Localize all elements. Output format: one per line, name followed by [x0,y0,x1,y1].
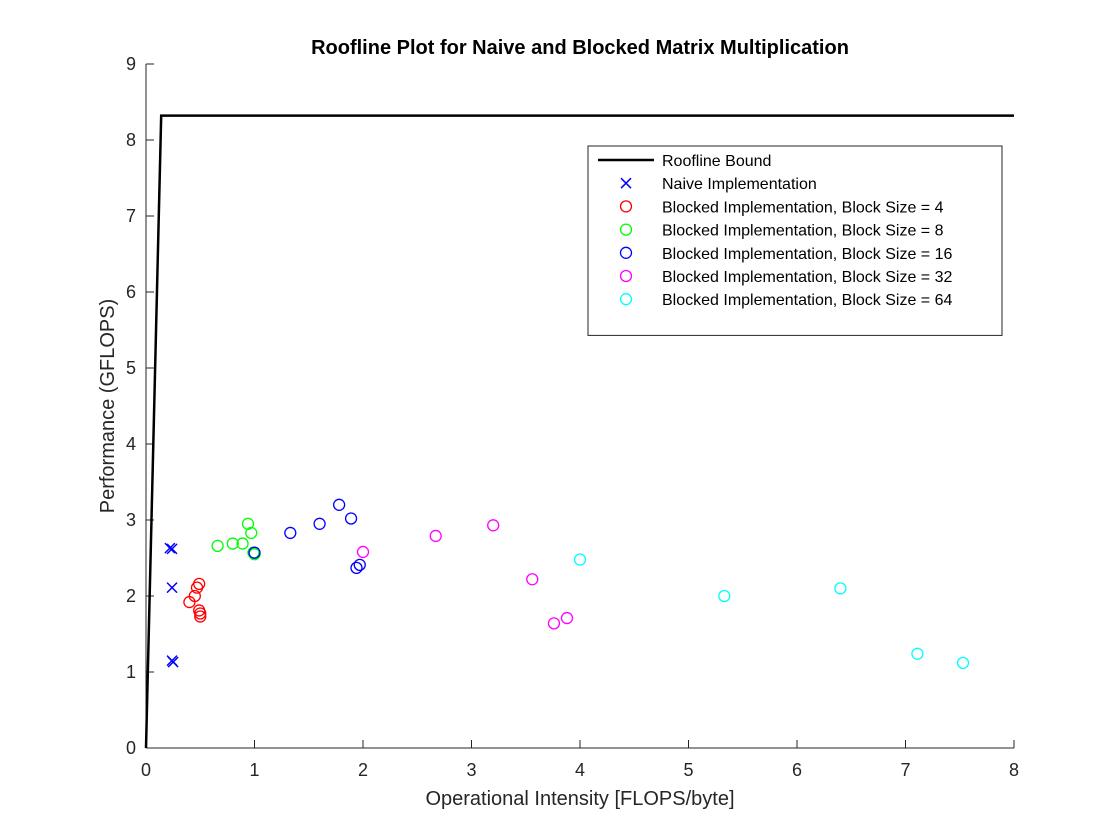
y-tick-label: 5 [126,358,136,378]
series-group [356,519,574,630]
data-point [353,558,366,571]
y-tick-label: 6 [126,282,136,302]
legend-label: Blocked Implementation, Block Size = 4 [662,199,944,216]
data-point [194,607,207,620]
data-point [248,546,261,559]
data-point [236,537,249,550]
data-point [194,610,207,623]
legend-marker [619,246,633,259]
legend-label: Blocked Implementation, Block Size = 64 [662,292,952,309]
chart-title: Roofline Plot for Naive and Blocked Matr… [311,37,849,59]
x-tick-label: 8 [1009,760,1019,780]
x-tick-label: 0 [141,760,151,780]
data-point [313,517,326,530]
data-point [834,582,847,595]
data-point [226,537,239,550]
legend-label: Blocked Implementation, Block Size = 8 [662,223,944,240]
y-tick-label: 9 [126,54,136,74]
x-tick-label: 4 [575,760,585,780]
legend-marker [619,293,633,306]
series-group [573,553,970,670]
data-point [911,647,924,660]
legend-label: Roofline Bound [662,153,771,170]
x-tick-label: 7 [900,760,910,780]
data-point [166,543,178,555]
data-point [573,553,587,566]
y-axis-label: Performance (GFLOPS) [97,299,119,514]
marker-x-stroke [167,656,179,668]
series-group [211,517,261,561]
data-points [164,498,970,670]
y-tick-label: 8 [126,130,136,150]
legend-box [587,145,1003,336]
data-point [245,526,258,540]
marker-x-stroke [164,542,176,554]
marker-x-stroke [620,177,632,189]
data-point [193,577,206,590]
marker-x-stroke [166,582,178,594]
data-point [164,542,176,554]
data-point [332,498,346,511]
data-point [356,545,370,559]
roofline-bound-line [144,114,1014,749]
legend: Roofline Bound Naive Implementation Blocke… [587,145,1003,336]
axes: 0 1 2 3 4 5 6 7 8 0 1 2 3 4 5 6 7 8 9 [126,54,1019,780]
legend-marker [619,200,633,213]
data-point [350,561,363,575]
x-tick-label: 3 [466,760,476,780]
x-tick-label: 1 [249,760,259,780]
data-point [211,539,224,552]
legend-label: Naive Implementation [662,176,817,193]
data-point [188,589,201,603]
data-point [547,617,561,630]
x-tick-label: 2 [358,760,368,780]
data-point [526,573,539,586]
marker-x-stroke [166,543,178,555]
legend-label: Blocked Implementation, Block Size = 16 [662,246,952,263]
y-tick-label: 0 [126,738,136,758]
data-point [956,656,970,670]
x-tick-label: 5 [683,760,693,780]
x-tick-label: 6 [792,760,802,780]
y-tick-label: 7 [126,206,136,226]
data-point [344,512,358,525]
y-tick-label: 1 [126,662,136,682]
data-point [560,611,574,625]
legend-marker [620,177,632,189]
y-tick-label: 2 [126,586,136,606]
y-tick-label: 3 [126,510,136,530]
series-group [164,542,179,668]
series-group [248,498,366,575]
data-point [429,529,442,543]
data-point [167,656,179,668]
data-point [487,519,500,532]
legend-marker [619,269,633,283]
series-group [183,577,207,623]
data-point [166,582,178,594]
legend-label: Blocked Implementation, Block Size = 32 [662,269,952,286]
x-axis-label: Operational Intensity [FLOPS/byte] [425,788,734,810]
data-point [718,589,731,603]
y-tick-label: 4 [126,434,136,454]
legend-marker [619,223,633,236]
roofline-layer [144,114,1014,749]
data-point [284,526,297,540]
